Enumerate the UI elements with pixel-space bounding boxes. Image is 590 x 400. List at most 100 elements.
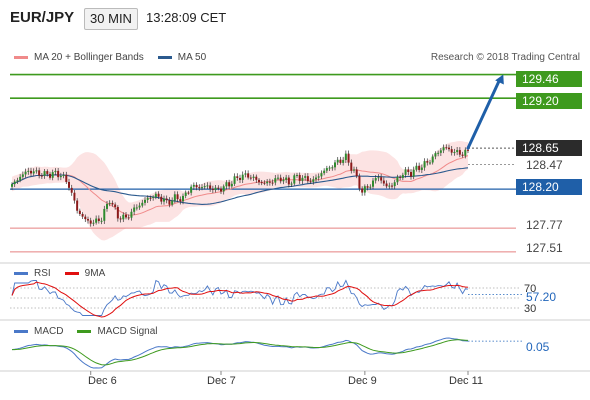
price-label-pivot: 128.20 (516, 179, 582, 195)
candle-body (103, 208, 106, 221)
candle-body (59, 175, 62, 178)
x-tick-dec6: Dec 6 (88, 375, 117, 387)
price-label-band: 128.47 (526, 158, 563, 172)
candle-body (355, 169, 358, 177)
candle (401, 172, 404, 181)
candle-body (27, 170, 30, 172)
legend-macd: MACD (34, 326, 64, 337)
candle (339, 156, 342, 165)
candle (35, 167, 38, 174)
candle-body (184, 192, 187, 196)
candle-body (439, 150, 442, 153)
candle-body (19, 176, 22, 181)
candle (461, 151, 464, 158)
candle (456, 146, 459, 156)
legend-swatch-macd-signal (77, 330, 92, 333)
candle (260, 180, 263, 186)
candle (46, 169, 49, 177)
candle-body (404, 169, 407, 175)
candle-body (445, 147, 448, 149)
candle (247, 170, 250, 180)
candle (27, 167, 30, 175)
candle (464, 147, 467, 159)
candle-body (239, 177, 241, 180)
candle-body (380, 177, 383, 181)
candle (19, 174, 22, 183)
price-label-support-1: 127.77 (526, 218, 563, 232)
candle-body (49, 173, 51, 178)
price-label-resistance-2: 129.46 (516, 71, 582, 87)
candle-body (290, 183, 293, 185)
candle (13, 179, 16, 188)
candle-body (320, 173, 323, 177)
candle (59, 172, 62, 181)
candle-body (116, 206, 119, 219)
candle (152, 195, 155, 201)
candle (328, 165, 331, 171)
rsi-9ma-line (11, 281, 469, 318)
candle (228, 179, 231, 190)
candle (127, 214, 130, 221)
candle-body (285, 177, 288, 180)
candle-body (258, 179, 260, 183)
candle-body (391, 185, 393, 187)
candle (198, 184, 201, 191)
candle-body (372, 180, 374, 187)
candle-body (122, 214, 125, 220)
candle-body (366, 186, 369, 188)
candle (282, 176, 285, 185)
candle-body (84, 216, 87, 220)
candle-body (157, 193, 160, 197)
rsi-value: 57.20 (526, 290, 557, 304)
candle-body (396, 176, 399, 183)
candle (266, 178, 269, 186)
candle (309, 178, 312, 185)
candle (334, 159, 336, 171)
candle-body (222, 186, 225, 192)
candle (220, 186, 222, 195)
candle-body (38, 170, 41, 176)
candle (62, 171, 65, 179)
candle (274, 174, 277, 186)
candle-body (125, 214, 127, 218)
candle (458, 147, 461, 158)
instrument-pair: EUR/JPY (10, 9, 75, 26)
candle-body (173, 194, 176, 201)
candle-body (141, 202, 144, 206)
candle (65, 171, 68, 185)
candle-body (350, 162, 353, 171)
candle-body (336, 159, 339, 163)
candle (141, 199, 144, 208)
candle (57, 167, 60, 181)
candle (182, 193, 184, 205)
candle-body (233, 176, 236, 184)
candle (431, 154, 434, 165)
candle (450, 146, 453, 156)
candle-body (144, 199, 146, 203)
candle (122, 212, 125, 223)
candle (410, 169, 412, 180)
candle-body (21, 174, 24, 177)
candle (32, 168, 35, 176)
candle (144, 197, 146, 206)
candle-body (412, 169, 415, 177)
candle (68, 178, 70, 191)
candle-body (179, 199, 182, 202)
macd-value: 0.05 (526, 340, 550, 354)
candle-body (171, 200, 174, 205)
candle (290, 181, 293, 187)
candle-body (347, 153, 350, 163)
candle-body (385, 183, 388, 187)
clock-time: 13:28:09 CET (146, 10, 227, 25)
candle-body (453, 152, 456, 154)
candle-body (214, 187, 217, 191)
candle-body (43, 171, 46, 176)
candle-body (192, 184, 195, 187)
candle (271, 179, 274, 186)
candle-body (467, 149, 469, 151)
candle-body (13, 181, 16, 185)
candle-body (106, 203, 108, 209)
candle-body (426, 161, 429, 163)
candle-body (97, 218, 100, 222)
timeframe-badge[interactable]: 30 MIN (84, 8, 138, 30)
